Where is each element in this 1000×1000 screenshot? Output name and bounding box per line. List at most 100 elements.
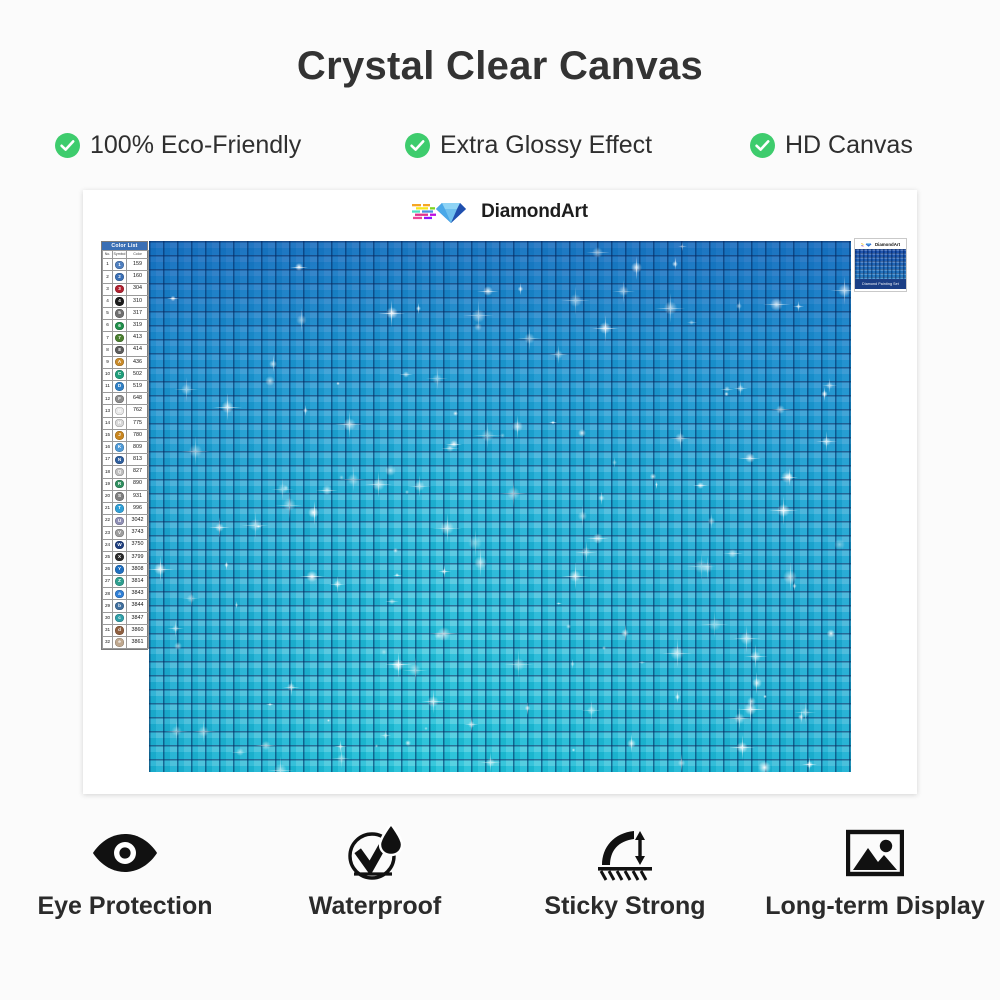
feature-list: 100% Eco-Friendly Extra Glossy Effect HD… [55, 131, 955, 160]
cell-color-code: 3750 [126, 538, 149, 552]
table-row: 25 X 3799 [102, 550, 149, 564]
benefit-label: Waterproof [308, 892, 442, 920]
table-row: 17 N 813 [102, 453, 149, 467]
check-circle-icon [55, 133, 80, 158]
cell-symbol: 4 [112, 294, 127, 308]
cell-color-code: 3814 [126, 575, 149, 589]
column-header-symbol: Symbol [112, 250, 127, 260]
cell-color-code: 160 [126, 270, 149, 284]
cell-color-code: 3861 [126, 635, 149, 650]
cell-no: 11 [102, 380, 113, 394]
cell-color-code: 931 [126, 489, 149, 503]
cell-symbol: K [112, 440, 127, 455]
cell-symbol: F [112, 392, 127, 406]
table-row: 2 2 160 [102, 270, 149, 284]
color-swatch: 2 [115, 272, 124, 282]
color-swatch: W [115, 540, 124, 550]
table-row: 10 C 502 [102, 367, 149, 382]
cell-color-code: 3743 [126, 526, 149, 540]
cell-color-code: 996 [126, 501, 149, 516]
color-swatch: V [115, 528, 124, 538]
cell-color-code: 809 [126, 440, 149, 455]
diamond-logo-icon [412, 201, 474, 223]
feature-label: Extra Glossy Effect [440, 131, 653, 159]
cell-no: 9 [102, 355, 113, 369]
cell-color-code: 780 [126, 428, 149, 443]
sparkle-layer [149, 241, 851, 772]
table-row: 5 5 317 [102, 306, 149, 321]
cell-color-code: 3843 [126, 587, 149, 601]
cell-no: 10 [102, 367, 113, 382]
cell-symbol: 2 [112, 270, 127, 284]
canvas-artwork [149, 241, 851, 772]
cell-no: 7 [102, 331, 113, 345]
color-swatch: Z [115, 577, 124, 586]
cell-color-code: 890 [126, 477, 149, 491]
cell-symbol: 1 [112, 258, 127, 272]
cell-color-code: 3042 [126, 514, 149, 528]
table-row: 8 8 414 [102, 343, 149, 357]
cell-no: 27 [102, 575, 113, 589]
cell-color-code: 3860 [126, 623, 149, 638]
cell-no: 16 [102, 440, 113, 455]
table-row: 13 G 762 [102, 404, 149, 418]
color-swatch: K [115, 443, 124, 452]
cell-symbol: a [112, 587, 127, 601]
table-row: 7 7 413 [102, 331, 149, 345]
table-row: 1 1 159 [102, 258, 149, 272]
feature-label: HD Canvas [785, 131, 913, 159]
cell-symbol: J [112, 428, 127, 443]
cell-symbol: C [112, 367, 127, 382]
cell-color-code: 3844 [126, 599, 149, 613]
color-swatch: C [115, 370, 124, 379]
cell-color-code: 762 [126, 404, 149, 418]
color-swatch: 5 [115, 309, 124, 318]
feature-item-hd-canvas: HD Canvas [750, 131, 955, 160]
cell-color-code: 317 [126, 306, 149, 321]
feature-item-glossy: Extra Glossy Effect [405, 131, 750, 160]
cell-no: 18 [102, 465, 113, 479]
color-swatch: G [115, 406, 124, 416]
table-row: 20 S 931 [102, 489, 149, 503]
table-row: 27 Z 3814 [102, 575, 149, 589]
color-swatch: U [115, 516, 124, 525]
color-swatch: c [115, 614, 124, 623]
color-swatch: 1 [115, 260, 124, 269]
cell-symbol: A [112, 355, 127, 369]
cell-symbol: c [112, 611, 127, 625]
table-row: 28 a 3843 [102, 587, 149, 601]
table-row: 32 e 3861 [102, 635, 149, 650]
cell-symbol: S [112, 489, 127, 503]
cell-symbol: V [112, 526, 127, 540]
check-circle-icon [750, 133, 775, 158]
cell-no: 30 [102, 611, 113, 625]
color-swatch: F [115, 394, 124, 404]
color-swatch: b [115, 601, 124, 611]
color-swatch: e [115, 638, 124, 647]
cell-no: 20 [102, 489, 113, 503]
cell-symbol: W [112, 538, 127, 552]
cell-color-code: 3808 [126, 562, 149, 577]
cell-color-code: 413 [126, 331, 149, 345]
thumbnail-artwork [855, 249, 906, 279]
cell-no: 21 [102, 501, 113, 516]
cell-symbol: D [112, 380, 127, 394]
page-title: Crystal Clear Canvas [296, 44, 704, 88]
cell-color-code: 159 [126, 258, 149, 272]
cell-color-code: 648 [126, 392, 149, 406]
cell-color-code: 775 [126, 416, 149, 430]
table-row: 18 Q 827 [102, 465, 149, 479]
product-card: DiamondArt Color List No. Symbol Color 1… [83, 190, 917, 794]
benefit-label: Long-term Display [765, 892, 985, 920]
cell-no: 23 [102, 526, 113, 540]
benefit-item-waterproof: Waterproof [250, 820, 500, 921]
picture-icon [846, 820, 904, 886]
color-swatch: 6 [115, 321, 124, 330]
thumbnail-brand: DiamondArt [874, 241, 901, 247]
cell-symbol: U [112, 514, 127, 528]
cell-symbol: T [112, 501, 127, 516]
color-swatch: D [115, 382, 124, 391]
table-row: 22 U 3042 [102, 514, 149, 528]
table-row: 16 K 809 [102, 440, 149, 455]
color-list-title: Color List [102, 242, 147, 251]
